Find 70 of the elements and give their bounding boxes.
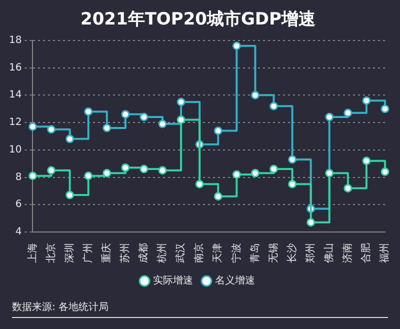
point [176,116,186,124]
point [121,163,130,172]
point [84,107,93,116]
x-tick-label: 青岛 [248,243,261,263]
point [102,168,112,178]
point [158,166,167,175]
x-tick-label: 郑州 [304,243,316,263]
x-tick-label: 福州 [378,243,391,263]
x-tick-label: 宁波 [230,243,242,263]
point [47,125,56,134]
x-tick-label: 武汉 [174,243,187,263]
x-tick-label: 苏州 [119,243,132,263]
x-tick-label: 合肥 [360,243,372,263]
point [66,134,74,144]
point [214,126,222,135]
x-tick-label: 成都 [138,243,150,263]
point [362,96,371,105]
point [344,184,352,192]
x-tick-label: 佛山 [322,243,335,263]
x-tick-label: 深圳 [63,243,76,263]
x-tick-label: 上海 [26,243,38,263]
y-tick-label: 16 [8,62,22,74]
legend-label: 名义增速 [215,274,255,287]
point [28,172,37,180]
point [288,180,297,188]
x-tick-label: 北京 [44,243,57,263]
y-tick-label: 6 [15,199,22,210]
x-tick-label: 长沙 [286,243,298,263]
x-tick-label: 杭州 [156,243,168,264]
x-tick-label: 重庆 [100,243,112,263]
point [270,164,278,174]
point [66,190,74,200]
point [344,108,352,118]
point [270,102,278,110]
point [325,168,334,178]
point [232,42,241,50]
point [195,180,204,188]
x-tick-label: 天津 [212,243,224,263]
point [102,124,112,132]
point [250,90,260,100]
x-tick-label: 南京 [193,243,206,263]
y-tick-label: 18 [8,34,22,46]
x-tick-label: 济南 [342,243,354,263]
point [250,168,260,178]
legend-label: 实际增速 [153,274,193,287]
point [214,192,222,201]
point [325,112,334,122]
point [288,155,297,164]
y-tick-label: 14 [8,90,22,101]
point [140,112,148,122]
y-tick-label: 8 [15,172,22,183]
point [158,120,167,128]
point [84,172,93,180]
y-tick-label: 4 [15,226,22,238]
y-tick-label: 12 [8,117,22,128]
point [121,110,130,119]
point [28,122,37,131]
x-tick-label: 无锡 [268,243,280,263]
point [176,98,186,106]
point [232,170,241,179]
point [380,168,390,176]
chart-title: 2021年TOP20城市GDP增速 [80,10,316,30]
point [380,104,390,114]
point [306,218,316,227]
y-tick-label: 10 [8,144,22,156]
x-tick-label: 广州 [82,243,94,263]
point [362,156,371,166]
source-note: 数据来源: 各地统计局 [12,300,110,314]
point [47,166,56,175]
point [140,164,148,174]
